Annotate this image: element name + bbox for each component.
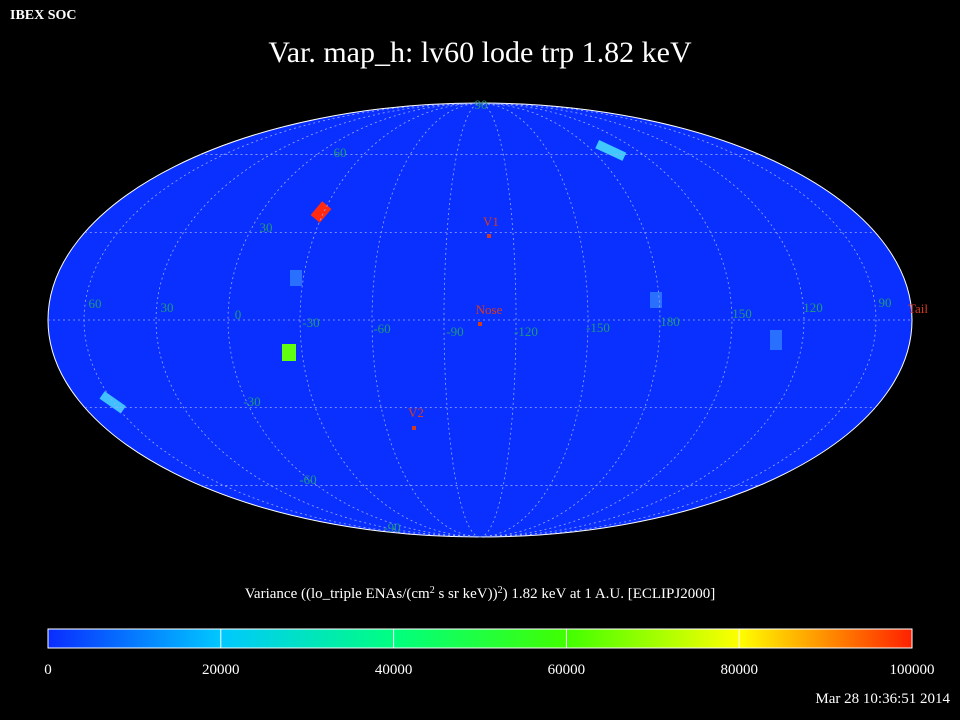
lon-label: 60 bbox=[89, 296, 102, 311]
lon-label: -60 bbox=[373, 321, 390, 336]
lat-label: -90 bbox=[383, 520, 400, 535]
colorbar-ticks: 0 20000 40000 60000 80000 100000 bbox=[44, 629, 935, 678]
lon-label: -90 bbox=[446, 324, 463, 339]
patch bbox=[770, 330, 782, 350]
meridian bbox=[299, 102, 481, 538]
meridian bbox=[479, 102, 589, 538]
title: Var. map_h: lv60 lode trp 1.82 keV bbox=[268, 36, 692, 69]
meridian bbox=[371, 102, 481, 538]
lon-label: -120 bbox=[514, 324, 538, 339]
label-part: ) 1.82 keV at 1 A.U. [ECLIPJ2000] bbox=[503, 586, 716, 602]
patch bbox=[650, 292, 662, 308]
lat-label: 30 bbox=[260, 220, 273, 235]
colorbar bbox=[47, 628, 913, 649]
lon-label: -30 bbox=[302, 315, 319, 330]
meridian bbox=[479, 102, 877, 538]
lat-label: 60 bbox=[334, 145, 347, 160]
meridian bbox=[479, 102, 661, 538]
map-patches bbox=[99, 140, 782, 414]
meridian bbox=[479, 102, 517, 538]
colorbar-tick-label: 40000 bbox=[375, 662, 413, 678]
colorbar-tick-label: 80000 bbox=[720, 662, 758, 678]
colorbar-tick-label: 60000 bbox=[548, 662, 586, 678]
colorbar-tick-label: 100000 bbox=[890, 662, 935, 678]
marker-label: V1 bbox=[483, 214, 499, 229]
marker-dot bbox=[487, 234, 491, 238]
patch bbox=[595, 140, 627, 161]
header: IBEX SOC bbox=[10, 8, 77, 23]
superscript: 2 bbox=[430, 585, 435, 596]
label-part: s sr keV)) bbox=[435, 586, 498, 602]
patch bbox=[290, 270, 302, 286]
colorbar-tick-label: 20000 bbox=[202, 662, 240, 678]
lat-label: -30 bbox=[243, 394, 260, 409]
superscript: 2 bbox=[498, 585, 503, 596]
lat-label: 90 bbox=[475, 97, 488, 112]
lon-label: 30 bbox=[161, 300, 174, 315]
lon-label: 90 bbox=[879, 295, 892, 310]
lat-label: -60 bbox=[299, 472, 316, 487]
marker-label: Nose bbox=[476, 302, 503, 317]
marker-dot bbox=[478, 322, 482, 326]
marker-dot bbox=[412, 426, 416, 430]
colorbar-label: Variance ((lo_triple ENAs/(cm2 s sr keV)… bbox=[245, 585, 715, 603]
lon-label: 150 bbox=[732, 306, 752, 321]
patch bbox=[282, 344, 296, 361]
label-part: Variance ((lo_triple ENAs/(cm bbox=[245, 586, 430, 602]
timestamp: Mar 28 10:36:51 2014 bbox=[815, 691, 950, 707]
patch bbox=[99, 391, 126, 414]
patch bbox=[310, 201, 332, 223]
marker-label: Tail bbox=[908, 301, 928, 316]
meridian bbox=[83, 102, 481, 538]
colorbar-tick-label: 0 bbox=[44, 662, 52, 678]
meridian bbox=[443, 102, 481, 538]
graticule bbox=[48, 102, 912, 538]
lon-label: 120 bbox=[803, 300, 823, 315]
lon-label: 0 bbox=[235, 307, 242, 322]
lon-label: -150 bbox=[586, 320, 610, 335]
lon-label: 180 bbox=[660, 314, 680, 329]
marker-label: V2 bbox=[408, 405, 424, 420]
